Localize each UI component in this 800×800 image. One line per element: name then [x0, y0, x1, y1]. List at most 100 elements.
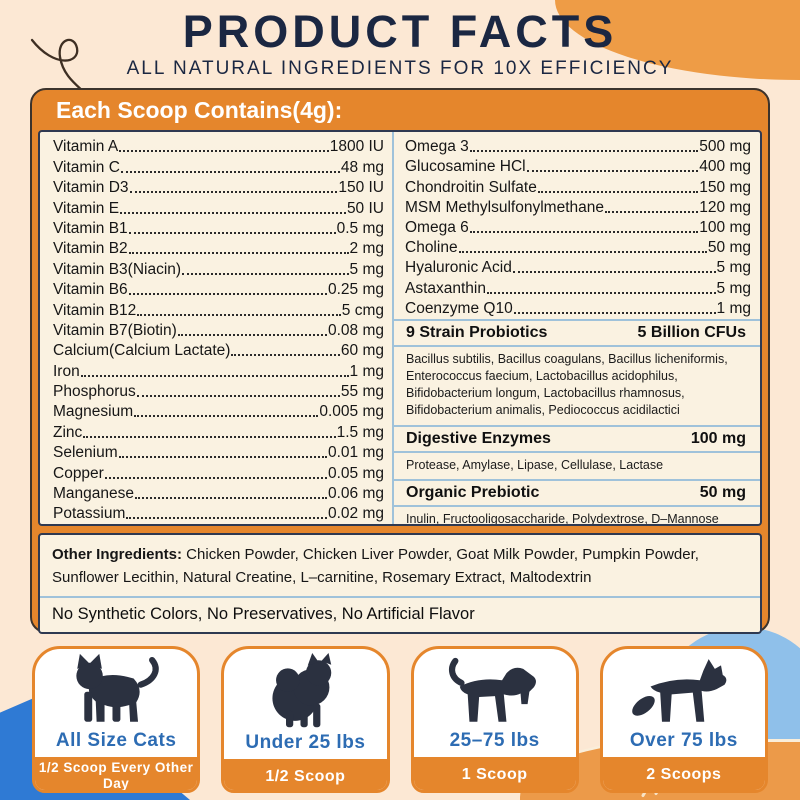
nutrient-value: 1.5 mg: [336, 423, 384, 441]
dot-leader: [526, 170, 699, 173]
dosage-card-dose: 2 Scoops: [602, 757, 765, 790]
section-value: 50 mg: [699, 483, 746, 501]
dot-leader: [458, 251, 707, 254]
nutrient-sections: 9 Strain Probiotics 5 Billion CFUs Bacillu…: [394, 318, 760, 524]
nutrient-name: Vitamin B6: [53, 281, 128, 299]
section-detail: Bacillus subtilis, Bacillus coagulans, B…: [406, 351, 728, 418]
nutrient-value: 0.5 mg: [336, 219, 384, 237]
dot-leader: [513, 311, 716, 314]
nutrient-value: 48 mg: [340, 158, 384, 176]
nutrient-value: 1 mg: [716, 299, 751, 317]
nutrient-name: Vitamin B7(Biotin): [53, 321, 177, 339]
dot-leader: [119, 150, 329, 153]
nutrient-row: Omega 3 500 mg: [405, 136, 751, 156]
other-ingredients-label: Other Ingredients:: [52, 546, 183, 563]
dosage-card-label: All Size Cats: [55, 730, 177, 751]
nutrient-row: Phosphorus 55 mg: [53, 381, 384, 401]
section-divider: [40, 596, 760, 598]
dot-leader: [605, 210, 699, 213]
nutrient-value: 0.05 mg: [327, 464, 384, 482]
dot-leader: [537, 190, 699, 193]
dot-leader: [177, 333, 327, 336]
nutrient-name: Zinc: [53, 423, 83, 441]
nutrient-row: Vitamin B1 0.5 mg: [53, 218, 384, 238]
small-dog-icon: [224, 649, 386, 729]
nutrient-value: 500 mg: [699, 138, 751, 156]
nutrient-row: Chondroitin Sulfate 150 mg: [405, 176, 751, 196]
dosage-card-over-75: Over 75 lbs 2 Scoops: [599, 646, 768, 793]
dot-leader: [128, 293, 327, 296]
dot-leader: [104, 476, 327, 479]
column-divider: [392, 132, 394, 524]
nutrient-name: Vitamin D3: [53, 179, 129, 197]
nutrient-row: Vitamin B7(Biotin) 0.08 mg: [53, 320, 384, 340]
nutrient-row: Choline 50 mg: [405, 237, 751, 257]
nutrient-value: 100 mg: [699, 218, 751, 236]
nutrient-row: Hyaluronic Acid 5 mg: [405, 257, 751, 277]
nutrient-name: Magnesium: [53, 403, 134, 421]
nutrition-panel: Vitamin A 1800 IU Vitamin C 48 mg Vitamin D3…: [38, 130, 762, 526]
nutrient-row: Vitamin B12 5 cmg: [53, 299, 384, 319]
dosage-card-dose: 1/2 Scoop: [224, 759, 387, 790]
nutrient-name: Vitamin C: [53, 158, 120, 176]
cat-icon: [35, 649, 197, 727]
nutrient-value: 0.25 mg: [327, 281, 384, 299]
dosage-card-label: Under 25 lbs: [245, 732, 366, 753]
nutrient-name: Vitamin B2: [53, 240, 128, 258]
nutrient-row: Vitamin E 50 IU: [53, 197, 384, 217]
dot-leader: [128, 231, 336, 234]
nutrient-row: Vitamin C 48 mg: [53, 156, 384, 176]
dot-leader: [118, 456, 327, 459]
nutrient-name: Omega 3: [405, 138, 469, 156]
nutrient-value: 0.08 mg: [327, 321, 384, 339]
nutrient-value: 1800 IU: [329, 138, 384, 156]
nutrient-value: 5 mg: [716, 259, 751, 277]
dosage-card-dose: 1 Scoop: [413, 757, 576, 790]
nutrient-row: Potassium 0.02 mg: [53, 503, 384, 523]
facts-box: Each Scoop Contains(4g): Vitamin A 1800 I…: [30, 88, 770, 634]
nutrient-value: 60 mg: [340, 342, 384, 360]
section-value: 100 mg: [690, 429, 746, 447]
nutrient-value: 5 cmg: [341, 301, 384, 319]
nutrient-value: 400 mg: [699, 158, 751, 176]
dot-leader: [134, 415, 319, 418]
nutrient-row: Iron 1 mg: [53, 360, 384, 380]
dosage-card-dose: 1/2 Scoop Every Other Day: [35, 757, 198, 790]
dot-leader: [120, 211, 346, 214]
nutrient-value: 0.06 mg: [327, 485, 384, 503]
nutrient-rows-right: Omega 3 500 mg Glucosamine HCl 400 mg Chondr…: [394, 132, 760, 318]
facts-box-title: Each Scoop Contains(4g):: [56, 97, 343, 123]
section-header: Digestive Enzymes 100 mg: [394, 424, 760, 453]
nutrient-row: Selenium 0.01 mg: [53, 442, 384, 462]
nutrient-value: 120 mg: [699, 198, 751, 216]
nutrient-value: 0.02 mg: [327, 505, 384, 523]
dosage-cards: All Size Cats 1/2 Scoop Every Other Day …: [32, 646, 768, 793]
nutrient-row: Copper 0.05 mg: [53, 462, 384, 482]
nutrient-row: Coenzyme Q10 1 mg: [405, 298, 751, 318]
dot-leader: [80, 374, 349, 377]
other-ingredients-text: Chicken Powder, Chicken Liver Powder, Go…: [52, 546, 699, 586]
dot-leader: [135, 497, 327, 500]
nutrient-name: Copper: [53, 464, 104, 482]
dosage-card-25-75: 25–75 lbs 1 Scoop: [410, 646, 579, 793]
squiggle-doodle: [30, 38, 89, 97]
section-header: Organic Prebiotic 50 mg: [394, 478, 760, 507]
dot-leader: [231, 354, 340, 357]
nutrient-name: Glucosamine HCl: [405, 158, 526, 176]
nutrient-row: Vitamin B2 2 mg: [53, 238, 384, 258]
section-detail: Protease, Amylase, Lipase, Cellulase, La…: [406, 457, 664, 472]
nutrient-name: Choline: [405, 239, 458, 257]
nutrient-name: Manganese: [53, 485, 135, 503]
dot-leader: [469, 150, 699, 153]
nutrient-value: 50 mg: [707, 239, 751, 257]
section-header: 9 Strain Probiotics 5 Billion CFUs: [394, 318, 760, 347]
nutrient-name: Vitamin B12: [53, 301, 137, 319]
dot-leader: [137, 313, 341, 316]
nutrient-name: Omega 6: [405, 218, 469, 236]
nutrient-row: Zinc 1.5 mg: [53, 421, 384, 441]
nutrient-value: 150 IU: [338, 179, 384, 197]
section-value: 5 Billion CFUs: [637, 323, 746, 341]
nutrient-row: Glucosamine HCl 400 mg: [405, 156, 751, 176]
nutrient-name: Vitamin A: [53, 138, 119, 156]
